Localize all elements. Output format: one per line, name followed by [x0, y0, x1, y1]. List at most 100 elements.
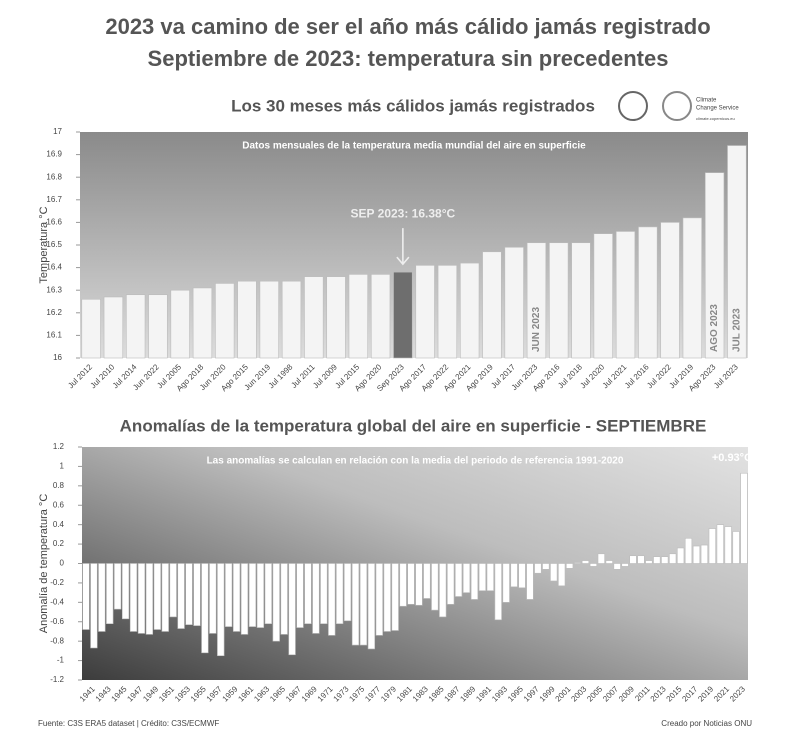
- bar: [682, 217, 702, 359]
- x-tick-label: 2015: [665, 684, 684, 703]
- y-tick-label: 0.2: [53, 539, 65, 548]
- x-tick-label: 1971: [316, 684, 335, 703]
- bar: [724, 526, 732, 564]
- bar: [558, 563, 566, 587]
- bar: [359, 563, 368, 646]
- y-tick-label: -0.2: [50, 578, 64, 587]
- y-axis-label: Temperatura °C: [38, 206, 50, 283]
- bar: [708, 528, 716, 564]
- x-tick-label: 1975: [347, 684, 366, 703]
- bar: [597, 553, 605, 564]
- y-tick-label: -1.2: [50, 675, 64, 684]
- bar: [462, 563, 471, 593]
- x-tick-label: 1947: [125, 684, 144, 703]
- bar: [312, 563, 320, 634]
- bar: [460, 262, 480, 359]
- bar: [593, 233, 613, 359]
- y-tick-label: 0.4: [53, 520, 65, 529]
- bar: [193, 563, 201, 626]
- bar: [732, 531, 740, 564]
- bar: [486, 563, 494, 591]
- bar: [399, 563, 407, 607]
- bar: [90, 563, 98, 649]
- x-tick-label: 1943: [94, 684, 113, 703]
- bar: [201, 563, 209, 654]
- x-tick-label: 2009: [617, 684, 636, 703]
- bar: [81, 298, 101, 359]
- page-title: 2023 va camino de ser el año más cálido …: [105, 14, 710, 39]
- bar: [437, 265, 458, 359]
- bar: [415, 265, 435, 359]
- bar: [447, 563, 455, 605]
- bar: [237, 280, 257, 359]
- y-tick-label: 1: [60, 462, 65, 471]
- bar: [177, 563, 185, 629]
- bar: [526, 563, 534, 600]
- x-tick-label: 2013: [649, 684, 668, 703]
- bar: [550, 563, 558, 582]
- bar: [454, 563, 463, 597]
- bar: [326, 276, 346, 359]
- bar: [645, 560, 653, 564]
- bar: [482, 251, 502, 359]
- bar: [439, 563, 447, 618]
- y-tick-label: 16.4: [46, 263, 62, 272]
- logo-c3s: [662, 91, 692, 121]
- bar: [217, 563, 225, 657]
- bar: [370, 274, 391, 359]
- y-tick-label: 1.2: [53, 442, 65, 451]
- bar: [170, 289, 190, 359]
- bar: [534, 563, 542, 574]
- x-tick-label: 1997: [522, 684, 541, 703]
- bar: [676, 547, 685, 564]
- bar: [126, 294, 146, 359]
- bar: [415, 563, 423, 606]
- bar: [727, 145, 747, 359]
- y-tick-label: 16.7: [46, 195, 62, 204]
- bar: [740, 472, 748, 564]
- annotation: +0.93°C: [712, 452, 752, 464]
- bar: [304, 563, 312, 624]
- bar: [589, 563, 598, 567]
- x-tick-label: 2005: [585, 684, 604, 703]
- x-tick-label: 1963: [252, 684, 271, 703]
- bar: [121, 563, 130, 620]
- bar: [281, 280, 302, 359]
- bar: [502, 563, 510, 603]
- bar: [494, 563, 502, 621]
- bar: [510, 563, 518, 588]
- credit: Creado por Noticias ONU: [661, 719, 752, 728]
- y-tick-label: 0: [60, 559, 65, 568]
- bar: [259, 280, 279, 359]
- x-tick-label: 1957: [205, 684, 224, 703]
- x-tick-label: 1999: [538, 684, 557, 703]
- y-axis-label: Anomalía de temperatura °C: [38, 494, 50, 634]
- bar: [114, 563, 122, 610]
- bar: [82, 563, 90, 630]
- x-tick-label: 1959: [221, 684, 240, 703]
- bar: [478, 563, 487, 591]
- x-tick-label: 2007: [601, 684, 620, 703]
- bar: [684, 537, 693, 564]
- bar: [549, 242, 569, 359]
- x-tick-label: 1979: [379, 684, 398, 703]
- annotation: SEP 2023: 16.38°C: [351, 206, 456, 220]
- x-tick-label: 1987: [443, 684, 462, 703]
- bar: [169, 563, 177, 618]
- bar: [185, 563, 193, 625]
- y-tick-label: 16.6: [46, 218, 62, 227]
- x-tick-label: 1973: [332, 684, 351, 703]
- y-tick-label: 0.8: [53, 481, 65, 490]
- plot-background: [80, 132, 748, 358]
- bar: [137, 563, 146, 634]
- bar: [605, 560, 613, 564]
- bar: [145, 563, 154, 635]
- bar: [148, 294, 168, 359]
- bar: [423, 563, 431, 599]
- y-tick-label: 17: [53, 127, 62, 136]
- bar: [296, 563, 304, 628]
- bar: [209, 563, 217, 634]
- bar: [704, 172, 725, 359]
- logo-text: climate.copernicus.eu: [696, 116, 735, 121]
- x-tick-label: 1977: [363, 684, 382, 703]
